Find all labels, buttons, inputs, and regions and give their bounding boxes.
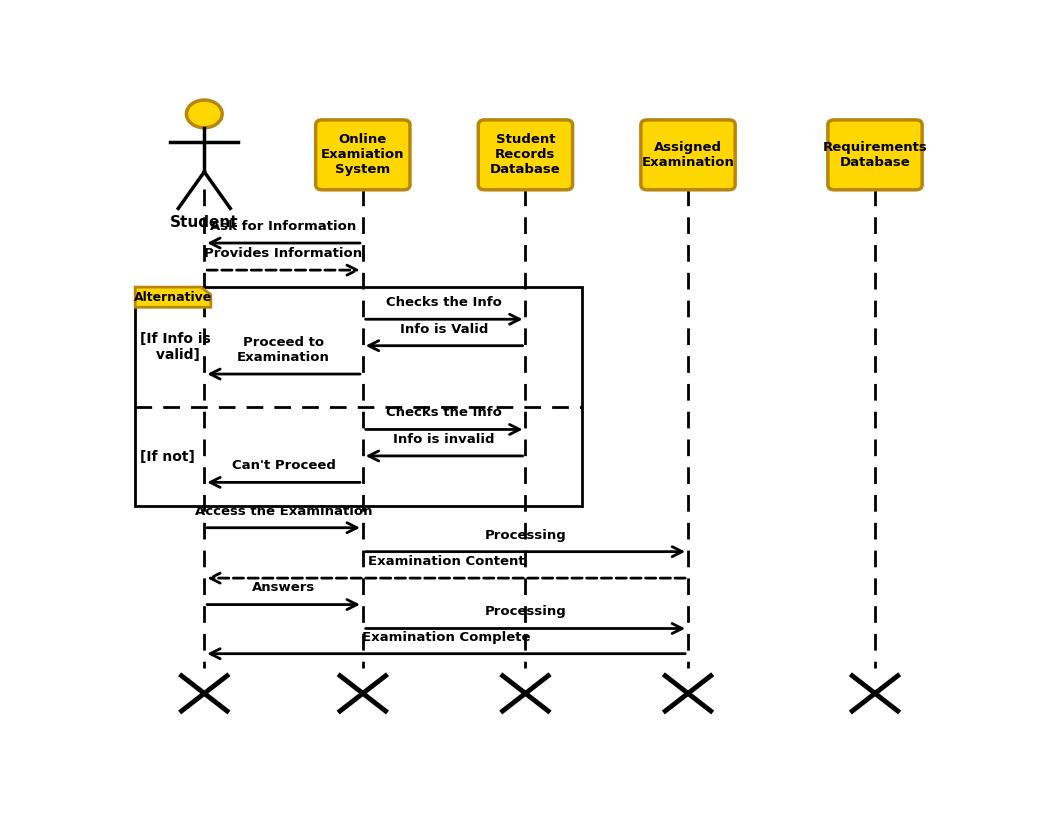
Text: Online
Examiation
System: Online Examiation System — [321, 133, 405, 177]
FancyBboxPatch shape — [478, 120, 573, 190]
Text: Alternative: Alternative — [134, 290, 212, 303]
Text: Ask for Information: Ask for Information — [211, 220, 357, 233]
Text: Checks the Info: Checks the Info — [386, 296, 502, 309]
Text: Info is invalid: Info is invalid — [393, 433, 495, 446]
Text: Student
Records
Database: Student Records Database — [490, 133, 561, 177]
Text: Proceed to
Examination: Proceed to Examination — [237, 336, 330, 364]
Polygon shape — [135, 287, 211, 308]
FancyBboxPatch shape — [641, 120, 735, 190]
Text: Info is Valid: Info is Valid — [400, 322, 488, 335]
Text: Examination Content: Examination Content — [368, 555, 524, 568]
Text: Answers: Answers — [252, 582, 315, 595]
Text: [If not]: [If not] — [141, 450, 195, 464]
Circle shape — [187, 100, 222, 128]
Text: Processing: Processing — [485, 605, 566, 618]
Text: [If Info is
 valid]: [If Info is valid] — [141, 332, 211, 362]
Text: Examination Complete: Examination Complete — [362, 631, 531, 644]
FancyBboxPatch shape — [316, 120, 410, 190]
Text: Provides Information: Provides Information — [205, 247, 363, 260]
Text: Can't Proceed: Can't Proceed — [232, 459, 336, 472]
Text: Student: Student — [170, 214, 238, 230]
FancyBboxPatch shape — [828, 120, 922, 190]
Text: Requirements
Database: Requirements Database — [822, 141, 927, 169]
Text: Assigned
Examination: Assigned Examination — [642, 141, 734, 169]
Text: Checks the Info: Checks the Info — [386, 407, 502, 420]
Text: Access the Examination: Access the Examination — [195, 505, 372, 518]
Text: Processing: Processing — [485, 528, 566, 542]
